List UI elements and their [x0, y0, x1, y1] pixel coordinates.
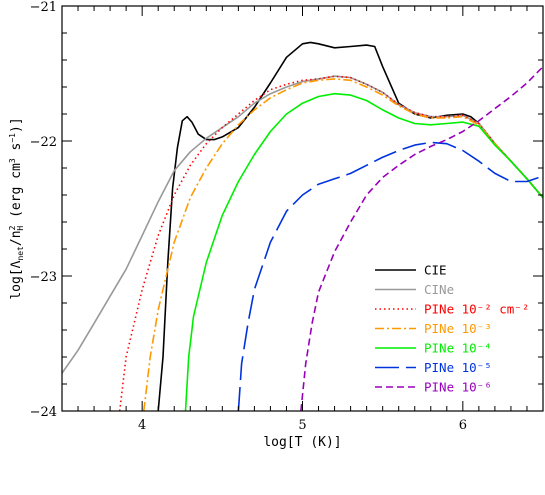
series-line-0 [157, 41, 543, 411]
y-tick-label: −21 [30, 0, 57, 15]
axis-ticks [61, 5, 544, 412]
y-label-end: )] [9, 117, 24, 133]
x-tick-label: 4 [138, 418, 146, 433]
legend: CIE CINe PINe 10⁻² cm⁻² PINe 10⁻³ PINe 10⁻⁴ P… [375, 263, 529, 395]
x-axis-label: log[T (K)] [263, 435, 341, 450]
y-label-sup-3: 3 [8, 158, 17, 163]
y-axis-label: log[Λnet/n2H (erg cm3 s−1)] [8, 117, 25, 299]
legend-label-5: PINe 10⁻⁵ [424, 360, 492, 375]
legend-label-6: PINe 10⁻⁶ [424, 380, 492, 395]
y-tick-label: −24 [30, 405, 57, 420]
legend-label-2: PINe 10⁻² cm⁻² [424, 302, 529, 317]
y-tick-label: −22 [30, 135, 57, 150]
legend-label-0: CIE [424, 263, 447, 278]
series-line-6 [300, 66, 543, 411]
series-line-5 [237, 141, 543, 411]
series-line-2 [118, 75, 543, 411]
y-label-pre: log[Λ [9, 260, 24, 299]
series-line-4 [184, 92, 543, 411]
y-label-mid: /n [9, 230, 24, 246]
x-tick-label: 6 [459, 418, 467, 433]
legend-label-1: CINe [424, 282, 454, 297]
plot-lines [62, 41, 543, 411]
y-tick-label: −23 [30, 270, 57, 285]
x-tick-label: 5 [298, 418, 306, 433]
y-label-sup-4: −1 [8, 133, 17, 143]
legend-label-4: PINe 10⁻⁴ [424, 341, 492, 356]
y-label-sub-h: H [16, 226, 25, 231]
y-label-post2: s [9, 143, 24, 159]
y-label-sub-net: net [16, 246, 25, 261]
legend-label-3: PINe 10⁻³ [424, 321, 492, 336]
axis-tick-labels: 4 5 6 −24 −23 −22 −21 [30, 0, 467, 433]
y-label-post: (erg cm [9, 163, 24, 226]
y-label-sup-2: 2 [8, 225, 17, 230]
series-line-3 [143, 78, 543, 411]
